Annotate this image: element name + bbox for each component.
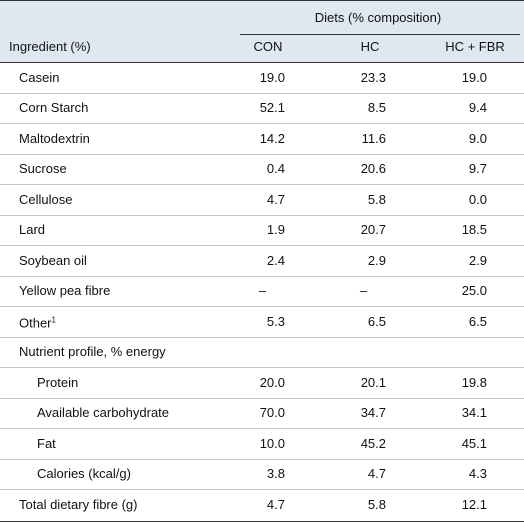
cell-value: 4.7 <box>266 191 285 207</box>
row-label-text: Protein <box>37 374 79 390</box>
row-label: Soybean oil <box>19 253 87 269</box>
cell-value: 1.9 <box>266 222 285 237</box>
row-label: Total dietary fibre (g) <box>19 497 138 513</box>
cell-value: 2.9 <box>367 252 386 268</box>
row-label: Sucrose <box>19 161 67 177</box>
row-label: Available carbohydrate <box>37 405 169 421</box>
row-label-text: Corn Starch <box>19 100 89 115</box>
row-label-text: Available carbohydrate <box>37 405 170 420</box>
header-bg <box>0 0 524 62</box>
header-rule <box>0 62 524 63</box>
row-label-text: Cellulose <box>19 191 73 207</box>
cell-value: 34.7 <box>360 405 386 420</box>
row-rule <box>0 336 524 338</box>
row-label: Maltodextrin <box>19 131 90 147</box>
cell-value: 5.8 <box>367 496 386 512</box>
row-label: Nutrient profile, % energy <box>19 344 166 360</box>
row-rule <box>0 214 524 216</box>
cell-value: 4.7 <box>367 466 386 481</box>
row-rule <box>0 306 524 307</box>
cell-value: 20.0 <box>259 374 285 390</box>
cell-value: 45.1 <box>461 435 487 451</box>
top-rule <box>0 0 524 1</box>
cell-value: 3.8 <box>266 466 285 481</box>
cell-value: 20.1 <box>360 374 386 390</box>
row-label: Calories (kcal/g) <box>37 466 131 482</box>
cell-value: 25.0 <box>461 283 487 298</box>
cell-value: 11.6 <box>361 130 386 146</box>
column-header: HC + FBR <box>445 39 505 54</box>
row-rule <box>0 245 524 246</box>
cell-value: 19.8 <box>461 374 487 390</box>
row-label-text: Maltodextrin <box>19 130 90 146</box>
cell-value: 34.1 <box>461 405 487 420</box>
row-label-text: Total dietary fibre (g) <box>19 496 138 512</box>
column-header: HC <box>360 39 380 54</box>
row-rule <box>0 184 524 185</box>
row-rule <box>0 123 524 124</box>
row-label-text: Sucrose <box>19 161 67 176</box>
row-label: Cellulose <box>19 192 72 208</box>
bottom-rule <box>0 521 524 522</box>
row-label-text: Fat <box>37 435 56 451</box>
cell-value: 4.7 <box>266 496 285 512</box>
group-header: Diets (% composition) <box>314 10 442 25</box>
cell-value: 5.8 <box>367 191 386 207</box>
row-label: Protein <box>37 375 78 391</box>
cell-value: 19.0 <box>259 69 285 85</box>
row-label-text: Casein <box>19 69 60 85</box>
cell-value: 4.3 <box>468 466 487 481</box>
row-label: Casein <box>19 70 59 86</box>
row-rule <box>0 153 524 155</box>
row-label-text: Calories (kcal/g) <box>37 466 131 481</box>
cell-value: – <box>359 283 368 298</box>
row-label: Yellow pea fibre <box>19 283 110 299</box>
group-rule <box>240 34 520 35</box>
cell-value: 9.0 <box>468 130 487 146</box>
cell-value: 14.2 <box>259 130 285 146</box>
footnote-marker: 1 <box>51 315 56 324</box>
cell-value: 20.6 <box>360 161 386 176</box>
row-rule <box>0 367 524 368</box>
cell-value: 2.4 <box>266 252 285 268</box>
row-label-text: Yellow pea fibre <box>19 283 111 298</box>
cell-value: 9.7 <box>468 161 487 176</box>
row-rule <box>0 428 524 429</box>
column-header: Ingredient (%) <box>9 39 91 54</box>
row-rule <box>0 92 524 94</box>
row-label-text: Lard <box>19 222 46 237</box>
row-rule <box>0 275 524 277</box>
cell-value: 9.4 <box>468 100 487 115</box>
cell-value: 20.7 <box>360 222 386 237</box>
row-label: Other1 <box>19 312 56 331</box>
cell-value: 0.0 <box>468 191 487 207</box>
row-label: Corn Starch <box>19 100 88 116</box>
cell-value: 0.4 <box>266 161 285 176</box>
column-header: CON <box>253 39 283 54</box>
cell-value: 52.1 <box>259 100 285 115</box>
cell-value: 18.5 <box>461 222 487 237</box>
row-rule <box>0 489 524 490</box>
row-label-text: Soybean oil <box>19 252 87 268</box>
cell-value: 19.0 <box>461 69 487 85</box>
cell-value: 6.5 <box>367 313 386 329</box>
cell-value: 12.1 <box>461 496 487 512</box>
cell-value: 45.2 <box>360 435 386 451</box>
cell-value: 5.3 <box>266 313 285 329</box>
row-rule <box>0 397 524 399</box>
cell-value: 10.0 <box>259 435 285 451</box>
row-label-text: Other <box>19 315 52 330</box>
cell-value: 8.5 <box>367 100 386 115</box>
row-label-text: Nutrient profile, % energy <box>19 344 166 359</box>
cell-value: 6.5 <box>468 313 487 329</box>
cell-value: 2.9 <box>468 252 487 268</box>
cell-value: 70.0 <box>259 405 285 420</box>
row-label: Fat <box>37 436 56 452</box>
row-label: Lard <box>19 222 45 238</box>
cell-value: 23.3 <box>360 69 386 85</box>
cell-value: – <box>258 283 267 298</box>
row-rule <box>0 458 524 460</box>
